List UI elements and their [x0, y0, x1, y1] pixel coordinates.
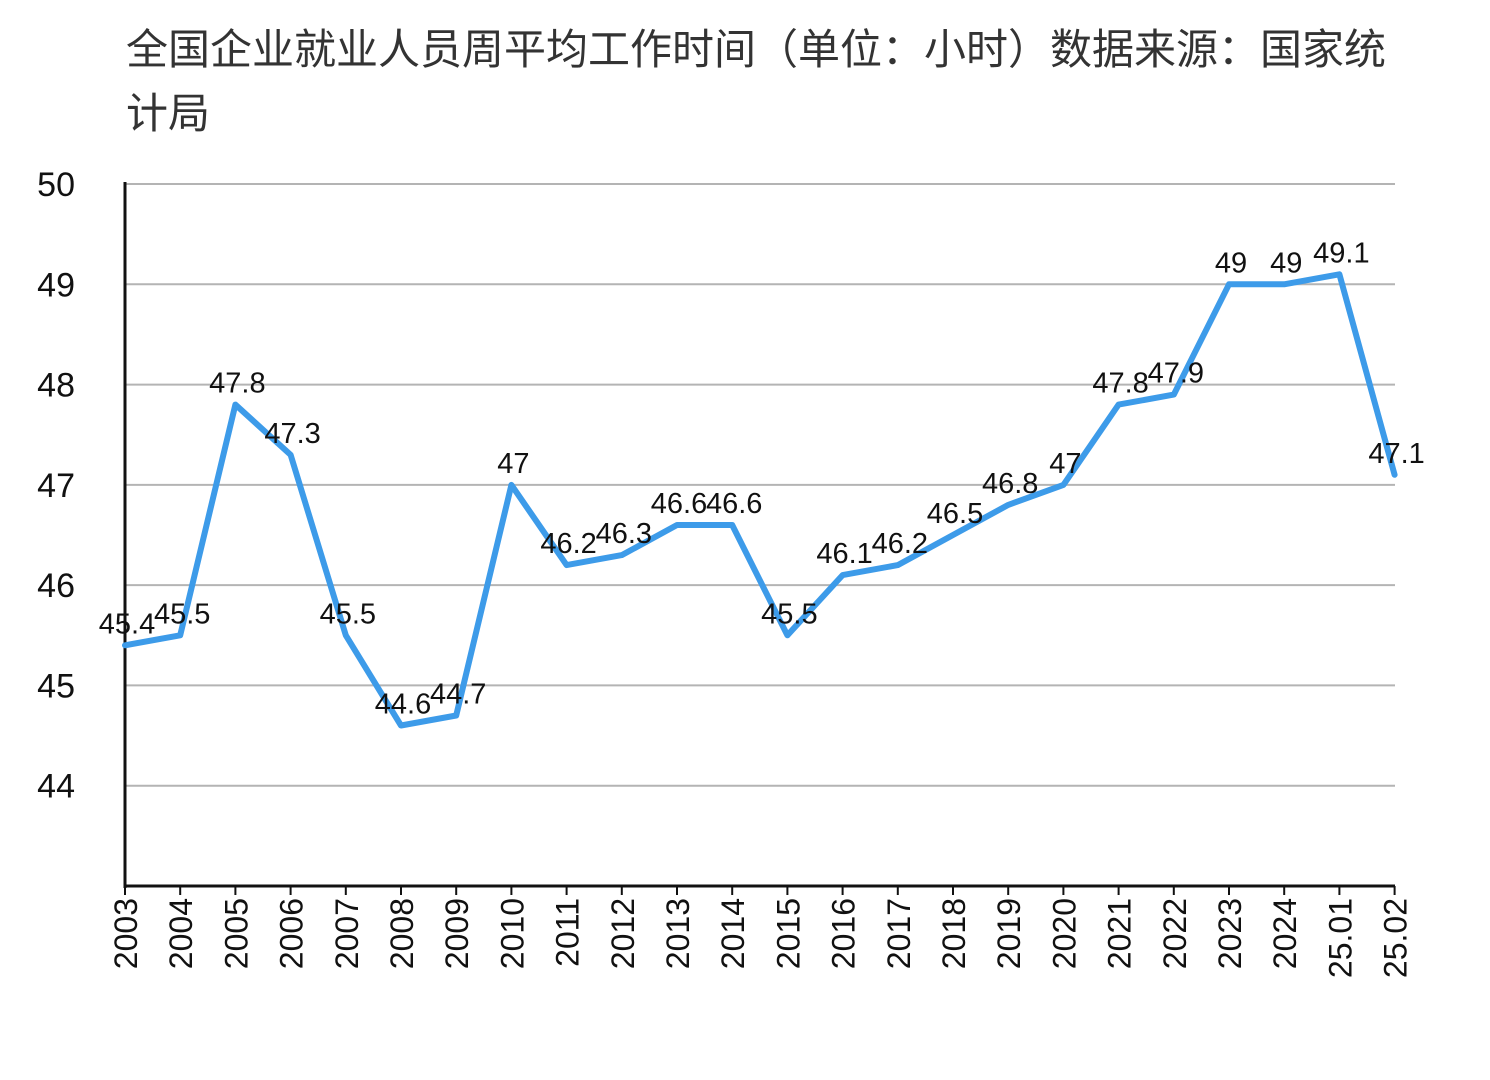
x-axis-ticks: 2003 2004 2005 2006 2007 2008 2009 2010 2011 2012… — [108, 886, 1414, 978]
data-labels: 45.445.547.847.345.544.644.74746.246.346… — [99, 237, 1425, 720]
x-tick-label: 2005 — [218, 898, 254, 969]
data-label: 47 — [497, 448, 529, 480]
y-tick-label: 49 — [37, 266, 75, 304]
x-tick-label: 2023 — [1212, 898, 1248, 969]
data-label: 45.5 — [320, 598, 376, 630]
series-layer — [122, 271, 1398, 729]
x-tick-label: 2003 — [108, 898, 144, 969]
data-label: 46.2 — [540, 528, 596, 560]
y-tick-label: 50 — [37, 166, 75, 204]
data-label: 45.5 — [154, 598, 210, 630]
data-label: 46.3 — [596, 518, 652, 550]
y-tick-label: 46 — [37, 567, 75, 605]
x-tick-label: 2016 — [826, 898, 862, 969]
x-tick-label: 2018 — [936, 898, 972, 969]
data-label: 45.4 — [99, 608, 155, 640]
x-tick-label: 2007 — [329, 898, 365, 969]
x-tick-label: 2015 — [770, 898, 806, 969]
x-tick-label: 25.01 — [1322, 898, 1358, 978]
x-tick-label: 2004 — [163, 898, 199, 969]
data-label: 47.1 — [1368, 438, 1424, 470]
data-label: 47.9 — [1148, 358, 1204, 390]
y-tick-label: 47 — [37, 467, 75, 505]
x-tick-label: 2012 — [605, 898, 641, 969]
x-tick-label: 2019 — [991, 898, 1027, 969]
x-tick-label: 2011 — [550, 898, 586, 967]
data-label: 44.7 — [430, 679, 486, 711]
x-tick-label: 2021 — [1102, 898, 1138, 969]
chart-title: 全国企业就业人员周平均工作时间（单位：小时）数据来源：国家统计局 — [126, 25, 1387, 138]
series-line — [122, 271, 1398, 729]
x-tick-label: 2008 — [384, 898, 420, 969]
x-tick-label: 2006 — [274, 898, 310, 969]
data-label: 46.6 — [651, 488, 707, 520]
x-tick-label: 2022 — [1157, 898, 1193, 969]
data-label: 47 — [1049, 448, 1081, 480]
data-label: 46.8 — [982, 468, 1038, 500]
x-tick-label: 2017 — [881, 898, 917, 969]
y-tick-label: 44 — [37, 768, 75, 806]
x-tick-label: 2024 — [1267, 898, 1303, 969]
x-tick-label: 25.02 — [1378, 898, 1414, 978]
data-label: 47.8 — [209, 368, 265, 400]
x-tick-label: 2010 — [494, 898, 530, 969]
grid-lines — [125, 183, 1395, 787]
x-tick-label: 2013 — [660, 898, 696, 969]
data-label: 46.1 — [816, 538, 872, 570]
data-label: 47.8 — [1092, 368, 1148, 400]
x-tick-label: 2014 — [715, 898, 751, 969]
data-label: 49 — [1215, 247, 1247, 279]
data-label: 44.6 — [375, 689, 431, 721]
data-label: 46.5 — [927, 498, 983, 530]
data-label: 46.2 — [872, 528, 928, 560]
data-label: 47.3 — [264, 418, 320, 450]
y-tick-label: 48 — [37, 367, 75, 405]
x-tick-label: 2009 — [439, 898, 475, 969]
x-tick-label: 2020 — [1046, 898, 1082, 969]
data-label: 46.6 — [706, 488, 762, 520]
y-tick-label: 45 — [37, 667, 75, 705]
data-label: 45.5 — [761, 598, 817, 630]
y-axis-ticks: 44 45 46 47 48 49 50 — [37, 166, 75, 806]
axes — [123, 182, 1395, 888]
data-label: 49 — [1270, 247, 1302, 279]
data-label: 49.1 — [1313, 237, 1369, 269]
